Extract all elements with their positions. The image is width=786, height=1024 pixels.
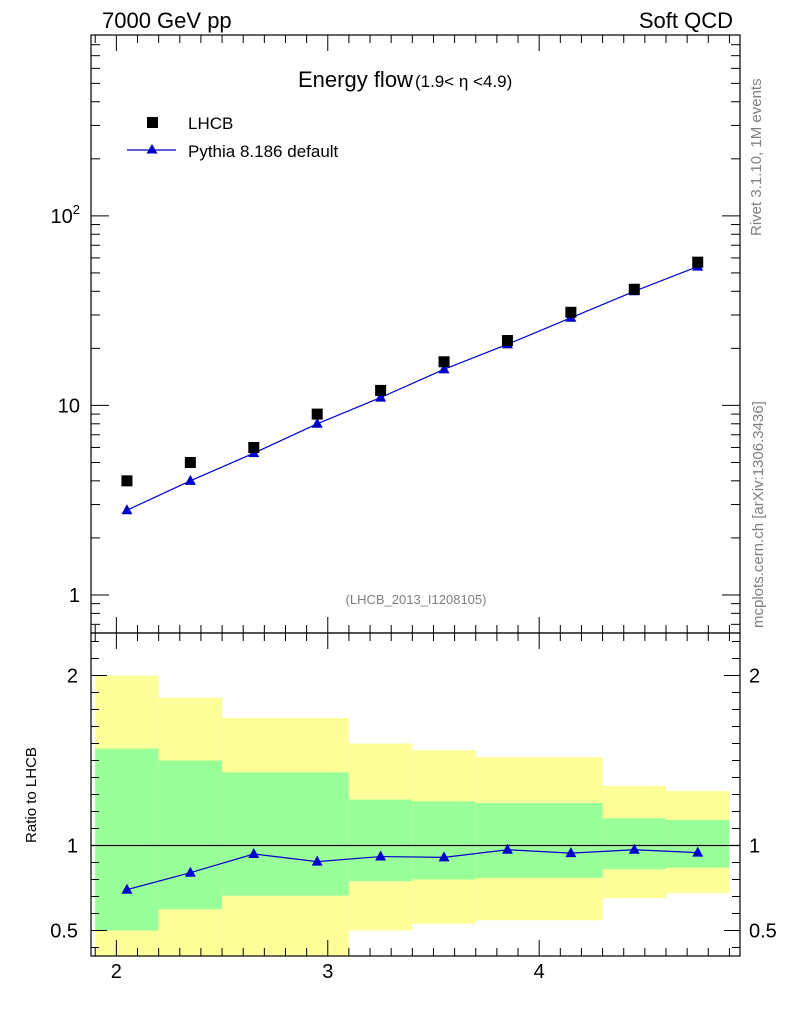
plot-title-range: (1.9< η <4.9) <box>415 72 512 91</box>
inner-band-0 <box>95 748 159 931</box>
data-point <box>248 441 260 453</box>
mcplots-reference-label: mcplots.cern.ch [arXiv:1306.3436] <box>750 401 767 628</box>
y-tick-label-ratio-right: 0.5 <box>749 921 777 943</box>
x-tick-label: 2 <box>111 961 122 983</box>
ratio-point <box>375 850 387 861</box>
y-tick-label-ratio-left: 1 <box>67 836 78 858</box>
data-point <box>438 356 450 368</box>
inner-band-4 <box>412 801 476 880</box>
ratio-point <box>628 843 640 854</box>
mc-line <box>126 266 698 511</box>
y-tick-label-main: 10 <box>58 395 80 417</box>
data-point <box>311 408 323 420</box>
ratio-point <box>121 883 133 894</box>
legend-mc-marker <box>146 144 158 154</box>
inner-band-2 <box>222 772 349 896</box>
rivet-version-label: Rivet 3.1.10, 1M events <box>748 78 765 236</box>
ratio-data-marks <box>121 843 704 894</box>
ratio-point <box>501 843 513 854</box>
y-tick-label-main: 1 <box>69 585 80 607</box>
y-tick-label-ratio-right: 1 <box>749 836 760 858</box>
mc-point <box>311 417 323 428</box>
inner-band-3 <box>348 799 413 882</box>
ratio-point <box>565 847 577 858</box>
legend-data-label: LHCB <box>188 114 233 133</box>
data-point <box>501 335 513 347</box>
uncertainty-bands <box>91 675 740 956</box>
mc-point <box>438 363 450 374</box>
inner-band-1 <box>158 760 223 910</box>
inner-band-7 <box>666 820 730 868</box>
ratio-point <box>311 855 323 866</box>
y-tick-label-ratio-right: 2 <box>749 666 760 688</box>
ratio-point <box>248 848 260 858</box>
analysis-id-label: (LHCB_2013_I1208105) <box>346 592 487 607</box>
main-data-marks <box>121 256 704 515</box>
legend-mc-label: Pythia 8.186 default <box>188 142 339 161</box>
mc-point <box>375 391 387 402</box>
y-tick-label-ratio-left: 2 <box>67 666 78 688</box>
data-point <box>375 384 387 396</box>
inner-band-5 <box>475 803 603 878</box>
plot-title: Energy flow (1.9< η <4.9) <box>298 67 512 92</box>
y-tick-label-ratio-left: 0.5 <box>50 921 78 943</box>
legend-data-marker <box>147 117 158 128</box>
ratio-point <box>692 846 704 857</box>
collision-energy-label: 7000 GeV pp <box>102 8 232 33</box>
data-point <box>565 306 577 318</box>
data-point <box>692 256 704 268</box>
ratio-line <box>126 849 698 891</box>
y-tick-label-main: 102 <box>51 202 80 228</box>
x-tick-label: 4 <box>534 961 545 983</box>
process-category-label: Soft QCD <box>639 8 733 33</box>
ratio-point <box>438 851 450 862</box>
axis-ticks <box>91 34 740 956</box>
ratio-point <box>184 866 196 877</box>
x-tick-label: 3 <box>322 961 333 983</box>
tick-labels: 1 10 102 0.5 0.5 1 1 2 2 2 3 4 <box>50 202 777 983</box>
data-point <box>628 283 640 295</box>
data-point <box>121 475 133 487</box>
mc-point <box>184 474 196 485</box>
data-point <box>184 456 196 468</box>
ratio-axis-label: Ratio to LHCB <box>23 747 40 843</box>
plot-title-main: Energy flow <box>298 67 413 92</box>
mc-point <box>121 504 133 515</box>
